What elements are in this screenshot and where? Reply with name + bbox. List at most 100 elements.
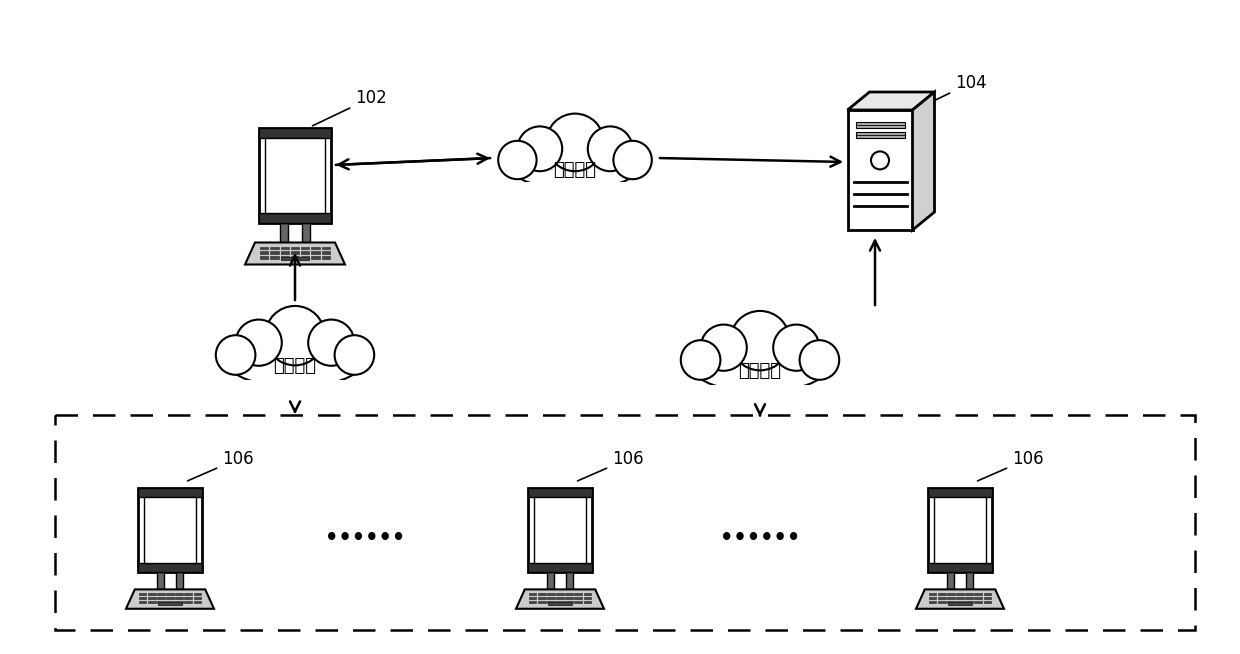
Polygon shape — [246, 243, 345, 264]
Bar — [547, 572, 554, 589]
Bar — [565, 597, 573, 599]
Bar — [529, 593, 537, 595]
Bar — [975, 593, 982, 595]
Bar — [311, 251, 320, 254]
Bar — [565, 593, 573, 595]
Bar — [270, 247, 279, 249]
Bar — [947, 597, 955, 599]
Bar — [301, 251, 310, 254]
Bar — [929, 488, 992, 572]
Bar — [321, 247, 330, 249]
Bar — [156, 572, 164, 589]
Polygon shape — [913, 92, 935, 230]
Bar — [947, 572, 954, 589]
Bar — [303, 222, 310, 243]
Bar — [538, 601, 546, 604]
Ellipse shape — [694, 346, 826, 392]
Bar — [301, 247, 310, 249]
Bar — [175, 597, 182, 599]
Bar — [139, 593, 146, 595]
Bar — [947, 602, 972, 605]
Polygon shape — [516, 589, 604, 609]
Bar — [966, 601, 972, 604]
Bar — [270, 251, 279, 254]
Bar — [548, 602, 573, 605]
Bar — [567, 572, 573, 589]
Circle shape — [800, 340, 839, 380]
Bar — [259, 128, 331, 222]
Bar — [947, 593, 955, 595]
Circle shape — [681, 340, 720, 380]
Circle shape — [309, 320, 355, 366]
Bar — [947, 601, 955, 604]
Bar — [259, 128, 331, 137]
Bar — [565, 601, 573, 604]
Bar — [260, 247, 268, 249]
Bar — [529, 601, 537, 604]
Bar — [291, 256, 299, 258]
Circle shape — [236, 320, 281, 366]
Bar — [157, 597, 165, 599]
Bar — [260, 251, 268, 254]
Bar — [574, 593, 582, 595]
Bar — [139, 597, 146, 599]
Bar — [280, 256, 289, 258]
Bar — [956, 597, 963, 599]
Bar — [966, 597, 972, 599]
Bar — [956, 601, 963, 604]
Bar — [939, 593, 946, 595]
Text: 网络连接: 网络连接 — [553, 161, 596, 179]
Bar — [259, 213, 331, 222]
Bar — [939, 601, 946, 604]
Bar — [281, 257, 309, 260]
Bar — [584, 597, 590, 599]
Bar — [547, 593, 554, 595]
Bar — [956, 593, 963, 595]
Bar — [176, 572, 184, 589]
Bar — [291, 247, 299, 249]
Bar — [265, 137, 325, 213]
Bar — [528, 488, 591, 497]
Bar — [929, 563, 992, 572]
Bar — [280, 222, 288, 243]
Bar — [166, 597, 174, 599]
Bar — [270, 256, 279, 258]
Bar — [291, 251, 299, 254]
Bar — [260, 256, 268, 258]
Bar — [929, 601, 936, 604]
Polygon shape — [126, 589, 215, 609]
Circle shape — [335, 336, 374, 375]
Bar — [538, 593, 546, 595]
Text: 106: 106 — [977, 450, 1044, 481]
Bar — [966, 593, 972, 595]
Polygon shape — [847, 110, 913, 230]
Bar — [157, 601, 165, 604]
Text: 104: 104 — [928, 74, 987, 104]
Bar — [139, 601, 146, 604]
Bar — [929, 593, 936, 595]
Bar — [574, 597, 582, 599]
Bar — [149, 593, 155, 595]
Bar — [691, 385, 830, 402]
Polygon shape — [916, 589, 1004, 609]
Bar — [280, 247, 289, 249]
Polygon shape — [847, 92, 935, 110]
Ellipse shape — [511, 147, 639, 189]
Bar — [166, 601, 174, 604]
Bar — [547, 597, 554, 599]
Text: 102: 102 — [312, 89, 387, 126]
Bar — [528, 563, 591, 572]
Bar — [321, 256, 330, 258]
Text: ••••••: •••••• — [325, 528, 405, 548]
Circle shape — [588, 126, 632, 171]
Bar — [166, 593, 174, 595]
Ellipse shape — [229, 341, 361, 387]
Bar — [193, 593, 201, 595]
Bar — [975, 601, 982, 604]
Circle shape — [498, 141, 537, 179]
Bar — [557, 601, 564, 604]
Bar — [193, 597, 201, 599]
Bar — [139, 488, 202, 497]
Bar — [321, 251, 330, 254]
Bar — [856, 132, 904, 138]
